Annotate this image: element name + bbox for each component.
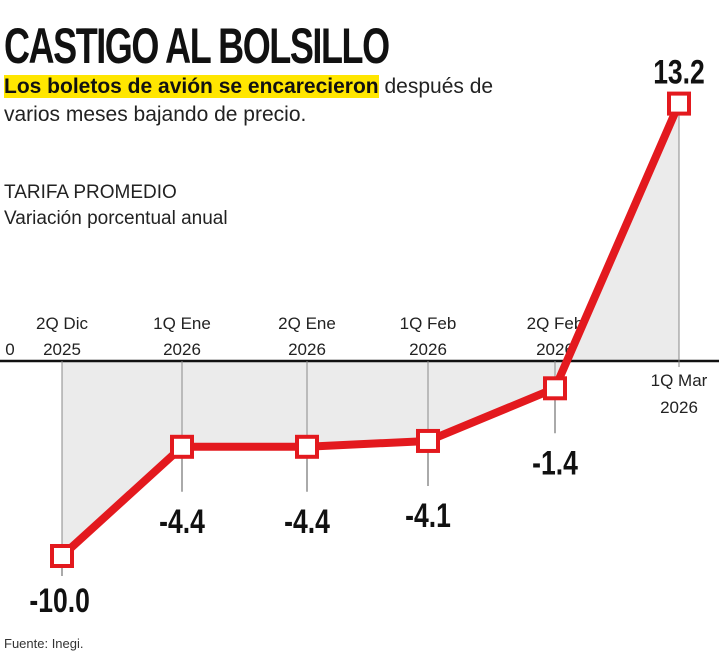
subtitle-highlight: Los boletos de avión se encarecieron — [4, 75, 379, 98]
series-line — [59, 102, 683, 559]
data-label: -10.0 — [29, 582, 89, 620]
x-tick-label: 2026 — [409, 340, 447, 359]
chart-title: TARIFA PROMEDIO — [4, 182, 177, 203]
x-tick-label: 2Q Feb — [527, 314, 584, 333]
data-point — [170, 434, 194, 459]
x-tick-label: 2026 — [288, 340, 326, 359]
x-tick-label: 2Q Ene — [278, 314, 336, 333]
x-tick-label: 2Q Dic — [36, 314, 88, 333]
data-label: -4.4 — [159, 503, 205, 541]
headline: CASTIGO AL BOLSILLO — [4, 18, 390, 74]
data-label: -4.1 — [405, 497, 451, 535]
x-tick-label: 1Q Ene — [153, 314, 211, 333]
x-tick-label: 2026 — [163, 340, 201, 359]
x-tick-label: 1Q Mar — [651, 371, 708, 390]
data-label: -1.4 — [532, 444, 578, 482]
subtitle-rest: después de varios meses bajando de preci… — [4, 75, 494, 126]
data-label: 13.2 — [653, 53, 705, 91]
x-tick-label: 2026 — [660, 398, 698, 417]
data-point — [416, 428, 440, 453]
data-point — [667, 91, 691, 116]
data-point — [543, 376, 567, 401]
x-tick-label: 1Q Feb — [400, 314, 457, 333]
chart-subtitle: Variación porcentual anual — [4, 208, 228, 229]
data-point — [50, 544, 74, 568]
x-tick-label: 2025 — [43, 340, 81, 359]
data-point — [295, 434, 319, 459]
data-label: -4.4 — [284, 503, 330, 541]
subtitle: Los boletos de avión se encarecieron des… — [4, 73, 544, 129]
x-tick-label: 2026 — [536, 340, 574, 359]
source-note: Fuente: Inegi. — [4, 636, 84, 651]
y-tick-label: 0 — [5, 340, 14, 359]
